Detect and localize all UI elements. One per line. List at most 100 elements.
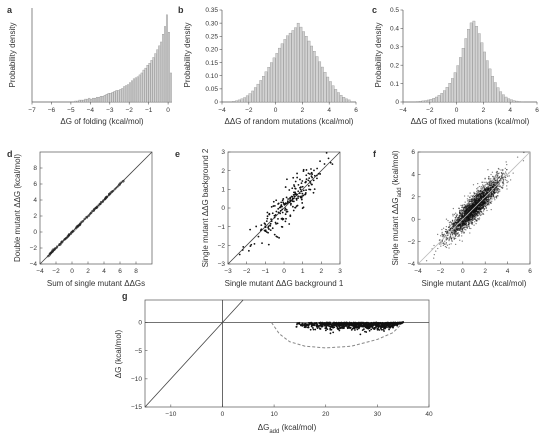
data-point-f (467, 211, 469, 213)
data-point-f (477, 190, 480, 192)
data-point-g (392, 322, 395, 325)
data-point-f (454, 230, 457, 232)
y-tick-label-g: −5 (135, 348, 143, 355)
data-point-f (499, 186, 501, 188)
x-tick-label-a: 0 (166, 107, 170, 114)
data-point-f (448, 247, 450, 249)
data-point-d (56, 245, 59, 248)
histogram-bar-b (264, 71, 268, 103)
data-point-f (481, 202, 484, 204)
plot-area-e: −3 −2 −1 0 1 2 3 −3 −2 −1 0 1 2 3 (218, 149, 343, 275)
histogram-bar-a (169, 72, 172, 103)
y-tick-label-d: 8 (33, 165, 37, 172)
data-point-f (495, 171, 498, 174)
data-point-f (453, 232, 455, 234)
data-point-f (452, 213, 454, 215)
data-point-f (485, 181, 487, 183)
data-point-f (450, 237, 452, 239)
data-point-d (69, 232, 72, 235)
data-point-e (313, 188, 316, 191)
data-point-f (483, 208, 485, 211)
data-point-d (63, 238, 66, 241)
data-point-e (329, 161, 332, 164)
data-point-f (482, 185, 484, 188)
histogram-bar-c (424, 100, 427, 103)
data-point-e (279, 209, 282, 212)
data-point-e (264, 226, 267, 229)
data-point-e (275, 199, 278, 202)
data-point-f (481, 193, 484, 195)
histogram-bar-c (518, 101, 521, 103)
data-point-e (294, 206, 297, 209)
data-point-f (495, 195, 497, 198)
data-point-f (469, 209, 471, 211)
data-point-f (451, 240, 453, 242)
y-tick-label-c: 0 (395, 99, 399, 106)
data-point-g (308, 323, 311, 326)
data-point-e (271, 212, 274, 215)
data-point-g (314, 328, 317, 331)
data-point-g (369, 322, 372, 325)
y-tick-label-b: 0.05 (205, 86, 218, 93)
y-tick-label-d: 2 (33, 213, 37, 220)
histogram-bar-c (510, 99, 513, 103)
x-tick-label-d: 0 (70, 268, 74, 275)
data-point-f (476, 191, 479, 193)
data-point-e (301, 192, 304, 195)
data-point-g (330, 328, 333, 331)
histogram-bar-a (152, 57, 155, 103)
data-point-f (465, 211, 468, 213)
histogram-bar-b (302, 31, 305, 103)
plot-area-g: −10 0 10 20 30 40 −15 −10 −5 0 (131, 299, 433, 418)
data-point-f (463, 208, 465, 211)
histogram-bar-a (117, 90, 120, 103)
data-point-e (291, 197, 294, 200)
data-point-f (459, 213, 461, 215)
histogram-bar-a (101, 96, 104, 103)
data-point-f (516, 156, 519, 158)
histogram-bar-a (160, 41, 163, 103)
data-point-f (481, 195, 483, 197)
data-point-f (476, 213, 478, 216)
x-ticks-c: −4 −2 0 2 4 6 (399, 102, 539, 114)
data-point-g (297, 322, 300, 325)
data-point-f (481, 208, 483, 210)
histogram-bar-b (272, 57, 276, 103)
data-point-f (504, 179, 507, 181)
data-point-f (456, 232, 458, 235)
plot-area-a: −7 −6 −5 −4 −3 −2 −1 0 (28, 8, 172, 114)
data-point-f (497, 190, 499, 193)
y-ticks-b: 0 0.05 0.10 0.15 0.20 0.25 0.30 0.35 (205, 7, 222, 106)
y-tick-label-d: −2 (30, 245, 38, 252)
data-point-f (461, 209, 463, 211)
histogram-bar-a (140, 72, 143, 103)
data-point-f (487, 177, 490, 180)
x-tick-label-d: 2 (86, 268, 90, 275)
data-point-f (474, 221, 476, 223)
histogram-bar-b (278, 47, 281, 103)
data-point-e (277, 207, 280, 210)
data-point-f (460, 209, 462, 211)
data-point-g (369, 324, 372, 327)
data-point-g (329, 332, 332, 335)
histogram-bar-c (440, 93, 444, 103)
data-point-e (279, 206, 282, 209)
x-axis-label-g-sub: add (269, 429, 279, 435)
data-point-f (457, 235, 459, 238)
y-tick-label-g: −10 (131, 376, 142, 383)
histogram-bar-a (111, 92, 114, 103)
histogram-bar-a (92, 97, 95, 103)
data-point-f (448, 229, 450, 231)
data-point-d (98, 203, 101, 206)
histogram-bar-b (240, 98, 244, 103)
data-point-e (282, 202, 285, 205)
data-point-g (329, 327, 332, 330)
data-point-f (480, 185, 482, 188)
data-point-d (76, 224, 79, 227)
data-point-f (469, 220, 471, 223)
data-point-f (460, 217, 462, 219)
histogram-bar-a (105, 94, 108, 103)
data-point-f (480, 204, 483, 207)
reference-line-e (227, 151, 341, 265)
panel-e: e −3 −2 −1 0 1 2 3 −3 −2 −1 0 1 2 3 Single mutant ΔΔG… (175, 148, 344, 288)
